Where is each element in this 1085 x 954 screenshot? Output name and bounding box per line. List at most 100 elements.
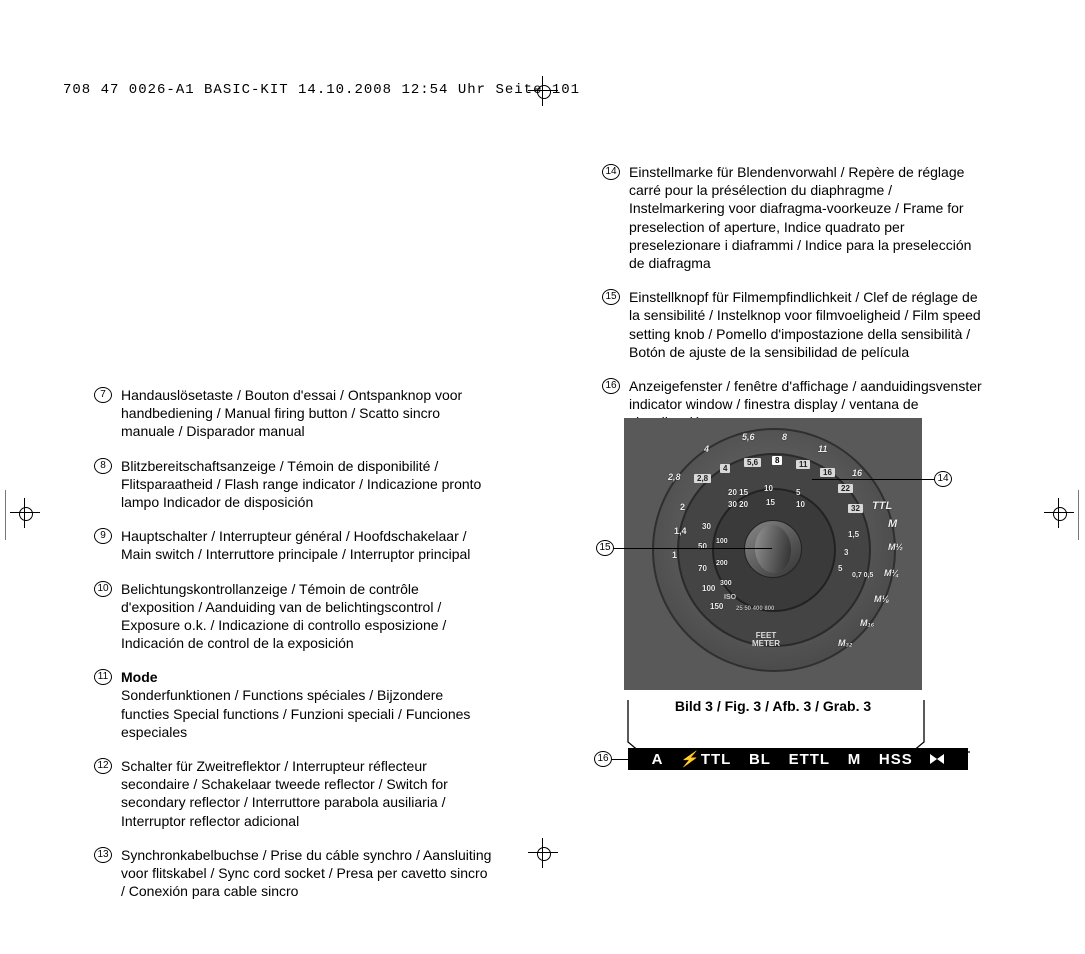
scale-label: 4: [704, 444, 709, 454]
item-number: 12: [94, 758, 112, 774]
aperture-box: 11: [796, 460, 810, 469]
inner-num: 5: [838, 564, 842, 573]
item-number: 10: [94, 581, 112, 597]
aperture-box: 5,6: [744, 458, 761, 467]
m-scale: M¼: [884, 568, 899, 578]
dist-num: 200: [716, 560, 728, 567]
item-text: Schalter für Zweitreflektor / Interrupte…: [121, 757, 492, 830]
dist-num: 70: [698, 564, 707, 573]
item-number: 16: [602, 378, 620, 394]
leader-15: [614, 548, 772, 549]
aperture-box: 16: [820, 468, 835, 477]
item-7: 7 Handauslösetaste / Bouton d'essai / On…: [92, 386, 492, 441]
dist-num: 100: [716, 538, 728, 545]
dist-num: 15: [766, 498, 775, 507]
item-13: 13 Synchronkabelbuchse / Prise du cáble …: [92, 846, 492, 901]
aperture-box-selected: 8: [772, 456, 782, 465]
item-number: 13: [94, 847, 112, 863]
leader-circle-16: 16: [594, 751, 612, 767]
item-number: 9: [94, 528, 112, 544]
aperture-box: 32: [848, 504, 863, 513]
inner-num: 0,7 0,5: [852, 572, 873, 579]
item-10: 10 Belichtungskontrollanzeige / Témoin d…: [92, 580, 492, 653]
dist-num: 20 15: [728, 488, 748, 497]
inner-num: 1,4: [674, 526, 687, 536]
item-number: 14: [602, 164, 620, 180]
item-text: Einstellmarke für Blendenvorwahl / Repèr…: [629, 163, 990, 272]
leader-circle-15: 15: [596, 540, 614, 556]
item-number: 7: [94, 387, 112, 403]
inner-num: 1,5: [848, 530, 859, 539]
dist-num: 300: [720, 580, 732, 587]
figure-notch: [620, 700, 660, 748]
feet-meter-label: FEETMETER: [752, 632, 780, 648]
dist-num: 5: [796, 488, 800, 497]
register-mark-left: [10, 498, 40, 528]
item-9: 9 Hauptschalter / Interrupteur général /…: [92, 527, 492, 563]
dist-num: 10: [764, 484, 773, 493]
mode-ttl: ⚡TTL: [681, 750, 731, 768]
item-title: Mode: [121, 669, 158, 685]
mode-bl: BL: [749, 751, 771, 768]
item-number: 15: [602, 289, 620, 305]
iso-label: ISO: [724, 594, 736, 601]
mode-bar: A ⚡TTL BL ETTL M HSS: [628, 748, 968, 770]
page: 708 47 0026-A1 BASIC-KIT 14.10.2008 12:5…: [0, 0, 1085, 954]
item-text: Hauptschalter / Interrupteur général / H…: [121, 527, 492, 563]
right-column: 14 Einstellmarke für Blendenvorwahl / Re…: [600, 163, 990, 447]
dist-num: 30 20: [728, 500, 748, 509]
trim-mark: [5, 490, 6, 540]
dist-num: 30: [702, 522, 711, 531]
scale-label: 8: [782, 432, 787, 442]
leader-14: [812, 479, 934, 480]
figure-3: 2,8 4 5,6 8 11 16 TTL 2,8 4 5,6 8 11 16 …: [624, 418, 922, 714]
item-number: 11: [94, 669, 112, 685]
trim-mark: [1078, 490, 1079, 540]
inner-num: 1: [672, 550, 677, 560]
item-12: 12 Schalter für Zweitreflektor / Interru…: [92, 757, 492, 830]
item-text: Mode Sonderfunktionen / Functions spécia…: [121, 668, 492, 741]
mode-hss: HSS: [879, 751, 913, 768]
dist-num: 150: [710, 602, 723, 611]
aperture-box: 2,8: [694, 474, 711, 483]
item-text: Synchronkabelbuchse / Prise du cáble syn…: [121, 846, 492, 901]
item-14: 14 Einstellmarke für Blendenvorwahl / Re…: [600, 163, 990, 272]
item-15: 15 Einstellknopf für Filmempfindlichkeit…: [600, 288, 990, 361]
item-subtext: Sonderfunktionen / Functions spéciales /…: [121, 687, 470, 739]
print-header: 708 47 0026-A1 BASIC-KIT 14.10.2008 12:5…: [63, 82, 580, 98]
inner-num: 3: [844, 548, 848, 557]
scale-label: 5,6: [742, 432, 755, 442]
item-text: Einstellknopf für Filmempfindlichkeit / …: [629, 288, 990, 361]
scale-label: 16: [852, 468, 862, 478]
inner-num: 2: [680, 502, 685, 512]
left-column: 7 Handauslösetaste / Bouton d'essai / On…: [92, 386, 492, 916]
item-text: Handauslösetaste / Bouton d'essai / Onts…: [121, 386, 492, 441]
item-number: 8: [94, 458, 112, 474]
item-text: Belichtungskontrollanzeige / Témoin de c…: [121, 580, 492, 653]
aperture-box: 22: [838, 484, 853, 493]
item-8: 8 Blitzbereitschaftsanzeige / Témoin de …: [92, 457, 492, 512]
scale-label: 11: [818, 444, 827, 454]
scale-label: TTL: [872, 500, 892, 512]
aperture-box: 4: [720, 464, 730, 473]
dist-num: 100: [702, 584, 715, 593]
m-scale: M½: [888, 542, 903, 552]
leader-circle-14: 14: [934, 471, 952, 487]
item-text: Blitzbereitschaftsanzeige / Témoin de di…: [121, 457, 492, 512]
bowtie-icon: [930, 754, 944, 764]
m-scale: M⅛: [874, 594, 889, 604]
iso-values: 25 50 400 800: [736, 606, 774, 612]
mode-m: M: [848, 751, 862, 768]
dist-num: 50: [698, 542, 707, 551]
m-scale: M₁₆: [860, 618, 874, 628]
dist-num: 10: [796, 500, 805, 509]
m-scale: M: [888, 518, 897, 530]
m-scale: M₃₂: [838, 638, 852, 648]
item-11: 11 Mode Sonderfunktionen / Functions spé…: [92, 668, 492, 741]
mode-a: A: [652, 751, 664, 768]
mode-ettl: ETTL: [789, 751, 831, 768]
register-mark-right: [1044, 498, 1074, 528]
dial-image: 2,8 4 5,6 8 11 16 TTL 2,8 4 5,6 8 11 16 …: [624, 418, 922, 690]
scale-label: 2,8: [668, 472, 681, 482]
register-mark-bottom: [528, 838, 558, 868]
